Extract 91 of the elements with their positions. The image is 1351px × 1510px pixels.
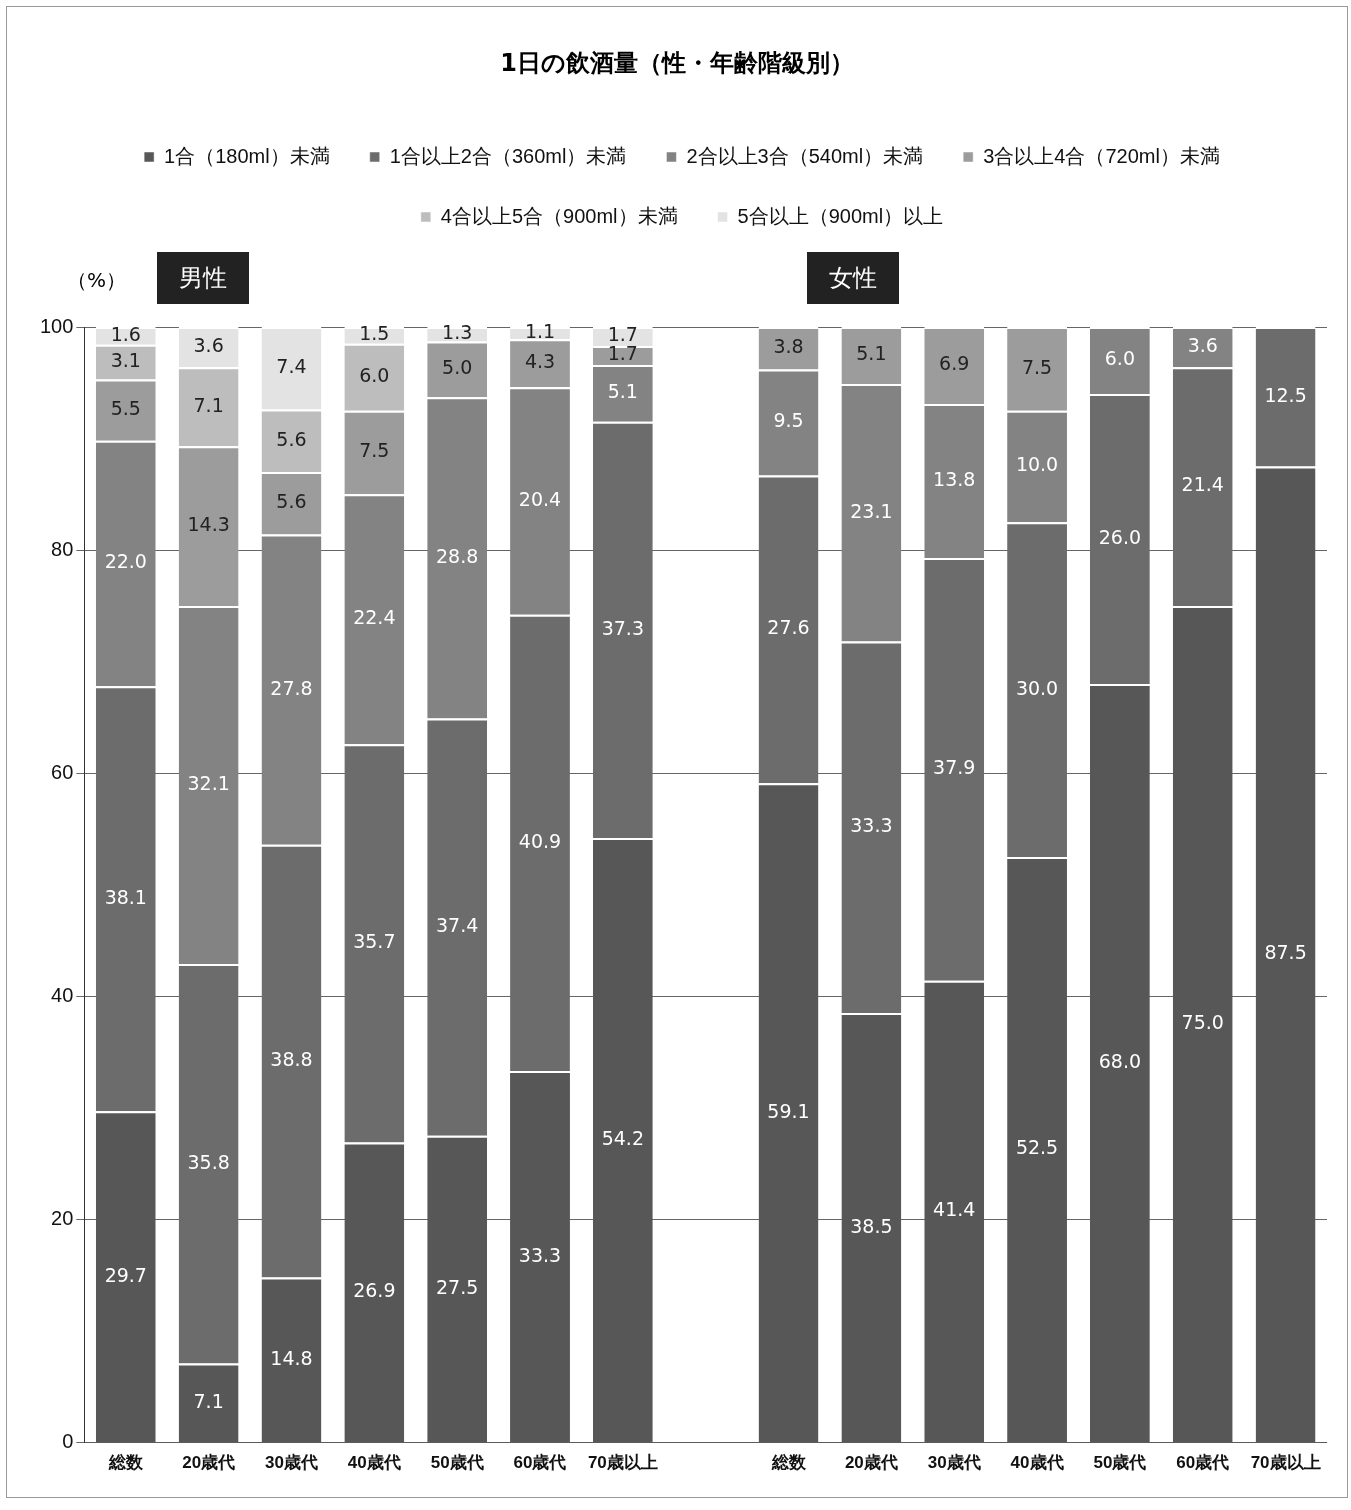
data-label: 3.6	[1187, 334, 1218, 357]
x-tick-label: 20歳代	[182, 1453, 236, 1473]
data-label: 22.4	[353, 606, 396, 629]
data-label: 38.8	[270, 1048, 313, 1070]
data-label: 5.1	[856, 342, 887, 365]
x-tick-label: 70歳以上	[1250, 1453, 1321, 1473]
x-tick-label: 50歳代	[430, 1453, 484, 1473]
data-label: 27.6	[767, 616, 810, 639]
x-tick-label: 総数	[770, 1453, 807, 1473]
data-label: 1.1	[524, 320, 556, 343]
data-label: 6.0	[1104, 347, 1135, 370]
data-label: 38.1	[104, 885, 147, 908]
data-label: 27.5	[436, 1275, 479, 1298]
y-tick-label: 100	[39, 314, 74, 337]
x-tick-label: 40歳代	[1010, 1453, 1064, 1473]
data-label: 21.4	[1181, 473, 1224, 496]
data-label: 30.0	[1015, 676, 1059, 699]
data-label: 37.3	[601, 616, 644, 639]
legend-label: 1合（180ml）未満	[164, 144, 330, 167]
x-tick-label: 60歳代	[1176, 1453, 1230, 1473]
data-label: 7.1	[193, 393, 224, 416]
x-tick-label: 40歳代	[347, 1453, 401, 1473]
data-label: 23.1	[850, 499, 893, 522]
y-tick-label: 0	[62, 1430, 74, 1453]
data-label: 59.1	[767, 1099, 810, 1122]
data-label: 87.5	[1264, 941, 1307, 964]
data-label: 38.5	[850, 1214, 893, 1237]
data-label: 33.3	[518, 1243, 562, 1266]
x-tick-label: 30歳代	[927, 1453, 981, 1473]
data-label: 75.0	[1181, 1010, 1224, 1033]
data-label: 22.0	[104, 550, 147, 573]
data-label: 26.9	[353, 1279, 396, 1302]
data-label: 33.3	[850, 814, 893, 837]
legend-label: 3合以上4合（720ml）未満	[983, 144, 1220, 167]
data-label: 7.1	[193, 1389, 224, 1412]
x-tick-label: 30歳代	[265, 1453, 318, 1473]
data-label: 28.8	[436, 544, 479, 567]
data-label: 5.1	[607, 380, 638, 403]
data-label: 26.0	[1098, 525, 1142, 548]
data-label: 7.5	[1021, 355, 1053, 378]
x-tick-label: 20歳代	[844, 1453, 898, 1473]
data-label: 1.5	[359, 322, 390, 345]
y-tick-label: 60	[51, 760, 74, 783]
x-tick-label: 総数	[107, 1453, 144, 1473]
data-label: 37.9	[933, 756, 976, 779]
data-label: 10.0	[1015, 453, 1059, 476]
x-tick-label: 50歳代	[1093, 1453, 1147, 1473]
data-label: 68.0	[1098, 1049, 1142, 1072]
legend-label: 5合以上（900ml）以上	[737, 204, 944, 227]
y-tick-label: 40	[51, 983, 74, 1006]
data-label: 7.4	[276, 355, 307, 378]
legend-label: 1合以上2合（360ml）未満	[389, 144, 627, 167]
data-label: 32.1	[187, 771, 230, 794]
data-label: 41.4	[933, 1198, 976, 1221]
data-label: 13.8	[933, 467, 976, 490]
data-label: 27.8	[270, 676, 313, 699]
x-tick-label: 70歳以上	[587, 1453, 658, 1473]
data-label: 14.3	[187, 513, 230, 536]
legend-label: 4合以上5合（900ml）未満	[440, 204, 678, 227]
y-axis-title: （%）	[67, 267, 127, 294]
data-label: 5.0	[442, 356, 473, 379]
data-label: 40.9	[518, 829, 562, 852]
data-label: 35.8	[187, 1150, 230, 1173]
text: 女性	[807, 252, 899, 304]
data-label: 1.3	[442, 321, 473, 344]
data-label: 52.5	[1015, 1136, 1059, 1159]
data-label: 6.9	[939, 352, 970, 375]
data-label: 35.7	[353, 930, 396, 953]
legend-label: 2合以上3合（540ml）未満	[686, 144, 924, 167]
data-label: 3.6	[193, 334, 224, 357]
data-label: 9.5	[773, 409, 804, 432]
data-label: 5.6	[276, 427, 307, 450]
data-label: 4.3	[524, 350, 556, 373]
data-label: 5.5	[110, 397, 141, 420]
data-label: 1.6	[110, 322, 141, 345]
data-label: 29.7	[104, 1263, 147, 1286]
data-label: 3.1	[110, 349, 141, 372]
y-tick-label: 80	[51, 537, 74, 560]
text: 男性	[157, 252, 249, 304]
data-label: 5.6	[276, 490, 307, 513]
data-label: 3.8	[773, 335, 804, 358]
data-label: 6.0	[359, 364, 390, 387]
x-tick-label: 60歳代	[513, 1453, 567, 1473]
y-tick-label: 20	[51, 1207, 74, 1229]
data-label: 54.2	[601, 1126, 644, 1149]
chart-title: 1日の飲酒量（性・年齢階級別）	[499, 48, 855, 79]
data-label: 37.4	[436, 914, 479, 937]
data-label: 14.8	[270, 1346, 313, 1369]
data-label: 7.5	[359, 439, 390, 462]
data-label: 20.4	[518, 487, 562, 510]
data-label: 12.5	[1264, 383, 1307, 406]
